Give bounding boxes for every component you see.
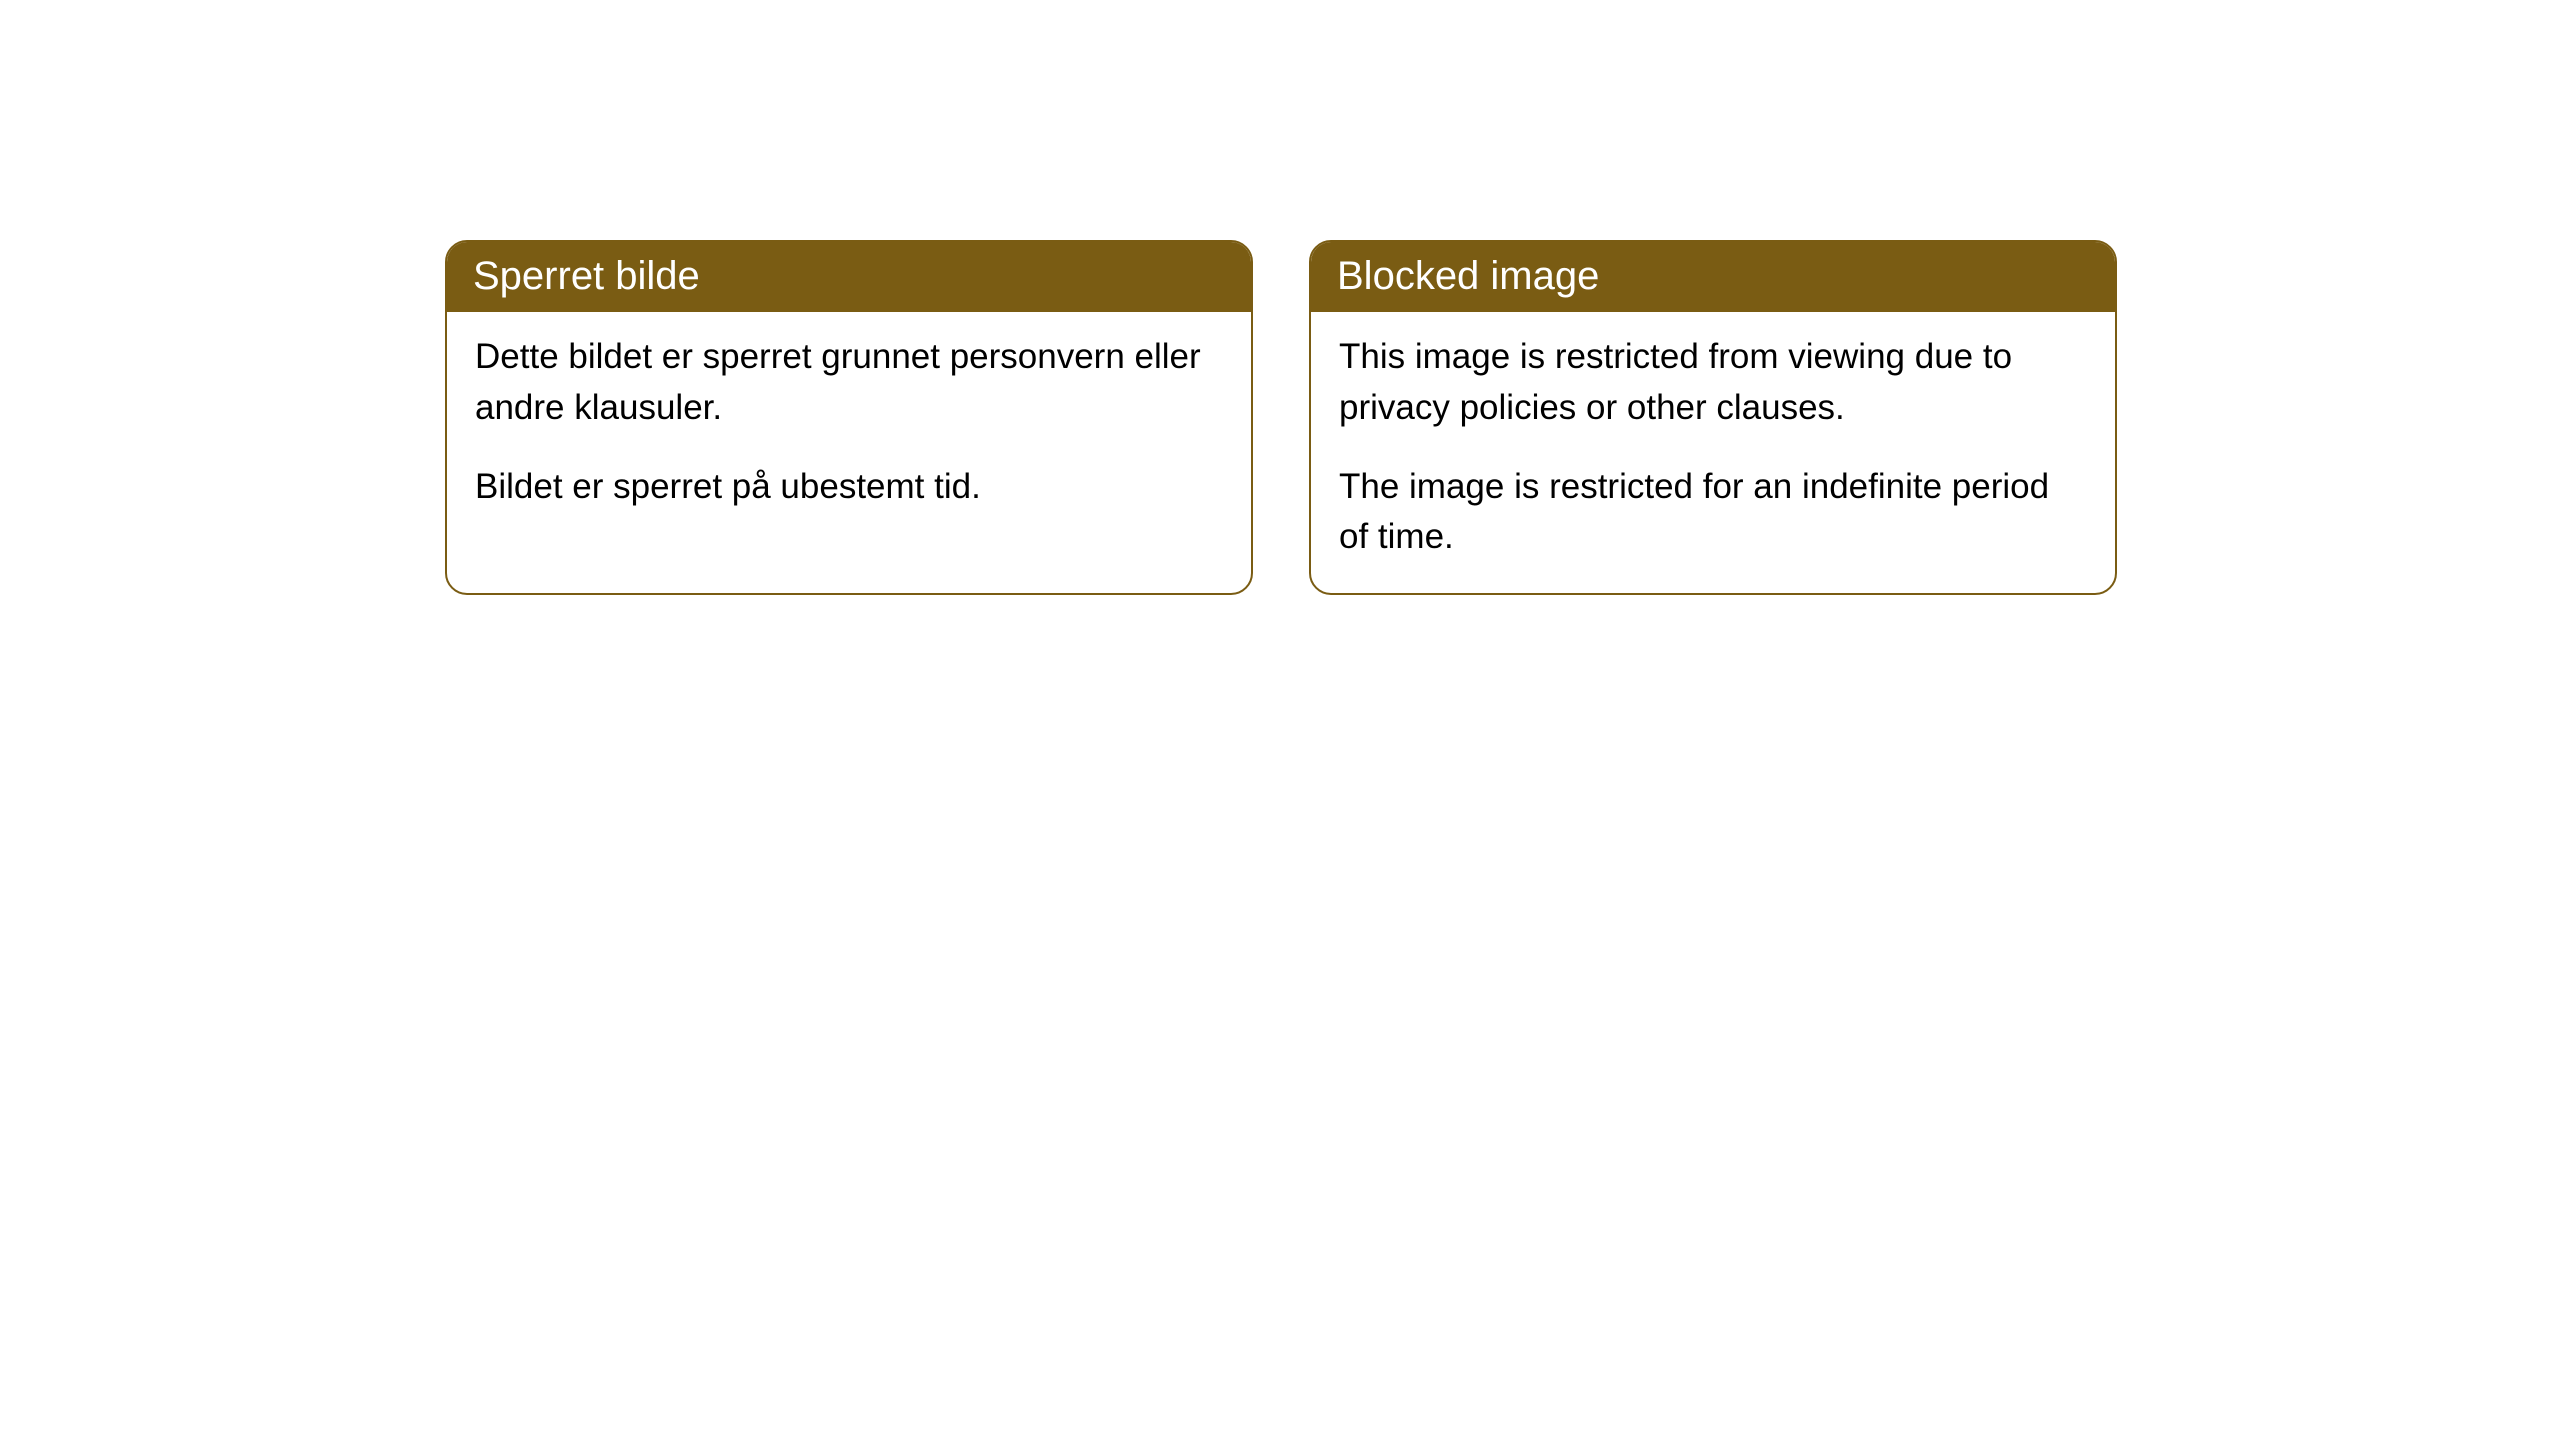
card-body: Dette bildet er sperret grunnet personve… [447, 312, 1251, 542]
card-paragraph: Dette bildet er sperret grunnet personve… [475, 332, 1223, 434]
cards-container: Sperret bilde Dette bildet er sperret gr… [0, 0, 2560, 595]
blocked-image-card-english: Blocked image This image is restricted f… [1309, 240, 2117, 595]
card-paragraph: Bildet er sperret på ubestemt tid. [475, 462, 1223, 513]
card-header: Blocked image [1311, 242, 2115, 312]
card-title: Blocked image [1337, 254, 1599, 298]
card-title: Sperret bilde [473, 254, 700, 298]
blocked-image-card-norwegian: Sperret bilde Dette bildet er sperret gr… [445, 240, 1253, 595]
card-body: This image is restricted from viewing du… [1311, 312, 2115, 593]
card-paragraph: This image is restricted from viewing du… [1339, 332, 2087, 434]
card-header: Sperret bilde [447, 242, 1251, 312]
card-paragraph: The image is restricted for an indefinit… [1339, 462, 2087, 564]
